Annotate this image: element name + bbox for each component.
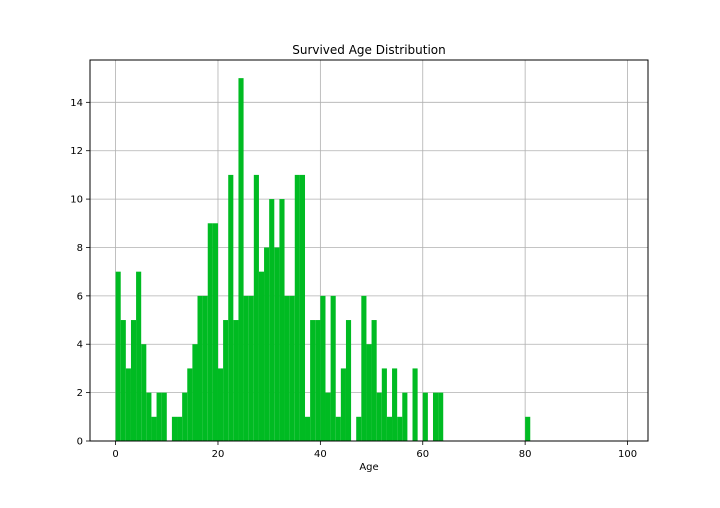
x-axis-label: Age bbox=[359, 462, 378, 473]
y-tick-label: 0 bbox=[77, 437, 83, 448]
histogram-bar bbox=[161, 392, 167, 441]
histogram-bar bbox=[422, 392, 428, 441]
histogram-bar bbox=[325, 392, 331, 441]
x-tick-label: 100 bbox=[618, 449, 637, 460]
histogram-bar bbox=[381, 368, 387, 441]
histogram-bar bbox=[141, 344, 147, 441]
histogram-bar bbox=[340, 368, 346, 441]
histogram-bar bbox=[217, 368, 224, 441]
histogram-bar bbox=[361, 295, 367, 441]
histogram-bar bbox=[177, 416, 183, 441]
x-tick-label: 0 bbox=[112, 449, 118, 460]
histogram-bar bbox=[115, 271, 121, 441]
histogram-bar bbox=[207, 223, 213, 441]
histogram-bar bbox=[320, 295, 326, 441]
y-tick-label: 8 bbox=[77, 243, 83, 254]
histogram-bar bbox=[253, 174, 259, 441]
histogram-bar bbox=[223, 320, 229, 441]
histogram-bar bbox=[402, 392, 408, 441]
y-tick-label: 10 bbox=[70, 195, 83, 206]
histogram-bar bbox=[146, 392, 152, 441]
histogram-bar bbox=[371, 320, 377, 441]
histogram-bar bbox=[525, 416, 531, 441]
histogram-bar bbox=[335, 416, 341, 441]
histogram-bar bbox=[258, 271, 265, 441]
histogram-bar bbox=[294, 174, 300, 441]
y-tick-label: 4 bbox=[77, 340, 83, 351]
histogram-bar bbox=[274, 247, 280, 441]
histogram-bar bbox=[376, 392, 382, 441]
histogram-bar bbox=[192, 344, 198, 441]
histogram-bar bbox=[156, 392, 162, 441]
x-tick-label: 40 bbox=[314, 449, 327, 460]
histogram-bar bbox=[397, 416, 403, 441]
plot-frame bbox=[89, 59, 649, 442]
histogram-bar bbox=[289, 295, 295, 441]
histogram-bar bbox=[212, 223, 218, 441]
histogram-bar bbox=[284, 295, 290, 441]
histogram-bar bbox=[238, 78, 244, 442]
y-tick-label: 6 bbox=[77, 291, 83, 302]
axis-ticks: 0 20 40 60 80 100 0 2 4 6 8 10 12 14 bbox=[70, 98, 637, 460]
histogram-bar bbox=[171, 416, 178, 441]
histogram-bars bbox=[115, 78, 531, 442]
histogram-bar bbox=[197, 295, 203, 441]
x-tick-label: 60 bbox=[416, 449, 429, 460]
histogram-bar bbox=[233, 320, 239, 441]
histogram-bar bbox=[279, 199, 285, 441]
histogram-bar bbox=[248, 295, 254, 441]
x-tick-label: 20 bbox=[212, 449, 225, 460]
histogram-bar bbox=[299, 174, 306, 441]
histogram-bar bbox=[120, 320, 126, 441]
histogram-bar bbox=[202, 295, 208, 441]
y-tick-label: 12 bbox=[70, 146, 83, 157]
histogram-bar bbox=[136, 271, 142, 441]
histogram-bar bbox=[305, 416, 311, 441]
histogram-bar bbox=[330, 295, 336, 441]
histogram-bar bbox=[187, 368, 193, 441]
histogram-bar bbox=[392, 368, 398, 441]
histogram-bar bbox=[386, 416, 393, 441]
histogram-bar bbox=[269, 199, 275, 441]
histogram-bar bbox=[228, 174, 234, 441]
histogram-bar bbox=[130, 320, 137, 441]
histogram-bar bbox=[356, 416, 362, 441]
y-tick-label: 2 bbox=[77, 388, 83, 399]
histogram-bar bbox=[264, 247, 270, 441]
histogram-bar bbox=[432, 392, 439, 441]
histogram-bar bbox=[125, 368, 131, 441]
histogram-bar bbox=[315, 320, 321, 441]
histogram-bar bbox=[438, 392, 444, 441]
chart-title: Survived Age Distribution bbox=[292, 43, 446, 57]
histogram-bar bbox=[412, 368, 418, 441]
y-tick-label: 14 bbox=[70, 98, 83, 109]
histogram-bar bbox=[182, 392, 188, 441]
x-tick-label: 80 bbox=[519, 449, 532, 460]
histogram-bar bbox=[243, 295, 249, 441]
histogram-bar bbox=[345, 320, 352, 441]
histogram-bar bbox=[366, 344, 372, 441]
histogram-bar bbox=[310, 320, 316, 441]
histogram-bar bbox=[151, 416, 157, 441]
